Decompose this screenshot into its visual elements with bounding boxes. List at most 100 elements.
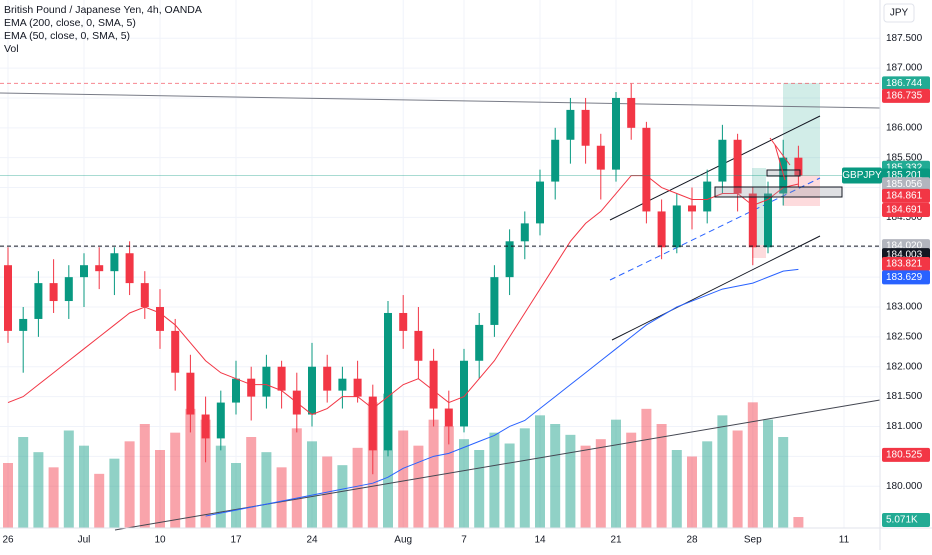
candle-body [308, 366, 316, 415]
candle-body [171, 330, 180, 373]
candle-body [186, 372, 195, 415]
candle-body [657, 211, 666, 248]
candle-body [247, 378, 256, 397]
volume-bar [793, 517, 804, 528]
candle-body [429, 360, 438, 409]
x-tick-label: 11 [839, 535, 850, 546]
candle-body [566, 109, 575, 140]
volume-bar [79, 445, 89, 528]
currency: JPY [890, 8, 909, 19]
price-badge-label: 185.201 [886, 170, 923, 181]
candle-body [612, 97, 620, 170]
price-badge [882, 256, 930, 271]
symbol-tag-label: GBPJPY [842, 170, 882, 181]
currency-box[interactable] [883, 3, 915, 23]
price-badge [882, 270, 930, 285]
volume-pane [3, 393, 804, 528]
y-tick-label: 183.000 [886, 302, 923, 313]
volume-bar [413, 445, 424, 528]
candle-body [490, 277, 499, 325]
x-tick-label: Jul [78, 535, 91, 546]
volume-bar [535, 415, 545, 528]
price-badge [882, 447, 930, 462]
y-tick-label: 181.000 [886, 421, 923, 432]
candle-body [338, 378, 347, 391]
volume-bar [48, 467, 59, 528]
candle-body [642, 127, 651, 212]
candle-body [596, 145, 605, 170]
volume-bar [63, 430, 74, 528]
volume-bar [611, 419, 621, 528]
volume-bar [459, 439, 469, 528]
candle-body [505, 241, 514, 278]
volume-bar [33, 452, 44, 528]
volume-bar [18, 437, 29, 528]
volume-bar [428, 419, 439, 528]
volume-bar [595, 439, 606, 528]
x-tick-label: Sep [744, 535, 762, 546]
candle-body [95, 265, 104, 272]
volume-bar [170, 432, 181, 528]
volume-bar [276, 467, 287, 528]
symbol-tag [842, 167, 882, 184]
volume-bar [747, 402, 758, 528]
volume-bar [504, 443, 515, 528]
price-badge [882, 203, 930, 218]
volume-bar [291, 428, 302, 528]
y-tick-label: 185.500 [886, 152, 923, 163]
sketch-line [769, 137, 791, 166]
volume-bar [550, 424, 561, 528]
candle-body [110, 253, 119, 272]
volume-bar [702, 441, 713, 528]
volume-bar [474, 450, 485, 528]
volume-bar [139, 424, 150, 528]
x-tick-label: 7 [461, 535, 467, 546]
candle-body [49, 283, 58, 302]
price-badge-label: 185.056 [886, 179, 923, 190]
price-badge [882, 88, 930, 103]
volume-bar [124, 441, 135, 528]
volume-bar [489, 432, 500, 528]
candle-body [125, 253, 134, 284]
chart-title: British Pound / Japanese Yen, 4h, OANDA [4, 4, 202, 16]
y-tick-label: 181.500 [886, 391, 923, 402]
y-tick-label: 182.500 [886, 332, 923, 343]
candle-body [64, 277, 73, 302]
long-stop-zone [783, 175, 820, 206]
volume-bar [231, 463, 241, 528]
price-badge [882, 76, 930, 91]
x-tick-label: 10 [154, 535, 166, 546]
volume-bar [398, 430, 409, 528]
candle-body [80, 265, 88, 278]
candle-body [277, 366, 286, 391]
volume-bar [717, 415, 728, 528]
volume-bar [778, 437, 789, 528]
candle-body [216, 402, 225, 439]
candle-body [627, 97, 636, 128]
candle-body [201, 414, 210, 439]
candle-body [399, 312, 408, 331]
ema-line [7, 175, 799, 416]
volume-badge-label: 5.071K [886, 515, 918, 526]
y-tick-label: 184.500 [886, 212, 923, 223]
price-badge-label: 184.861 [886, 190, 923, 201]
candle-body [444, 408, 453, 427]
volume-bar [671, 450, 682, 528]
candle-body [368, 396, 377, 451]
x-tick-label: 17 [230, 535, 242, 546]
position-stop-zone [752, 245, 766, 258]
x-tick-label: 24 [306, 535, 318, 546]
price-badge-label: 186.744 [886, 78, 923, 89]
candle-body [581, 109, 590, 146]
price-badge-label: 184.020 [886, 241, 923, 252]
y-tick-label: 187.000 [886, 63, 923, 74]
candle-body [323, 366, 332, 391]
sketch-line [774, 144, 786, 181]
price-badge-label: 180.525 [886, 449, 923, 460]
x-tick-label: 21 [610, 535, 622, 546]
candle-body [551, 139, 560, 182]
volume-bar [307, 441, 317, 528]
volume-bar [443, 426, 454, 528]
